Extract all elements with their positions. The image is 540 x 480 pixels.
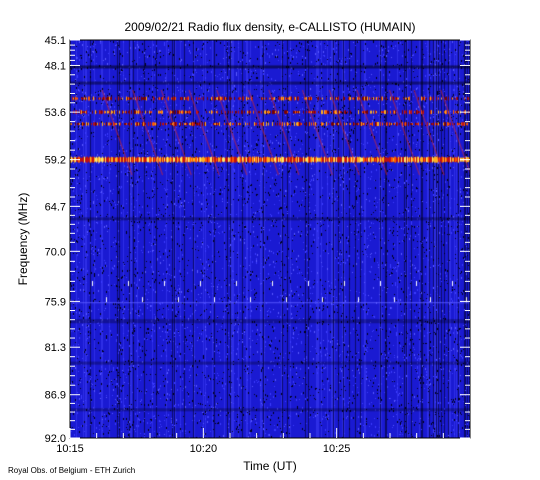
x-tick-label: 10:20 (190, 443, 218, 455)
plot-frame (69, 39, 471, 439)
heatmap-area (70, 40, 470, 438)
y-tick-label: 48.1 (45, 60, 66, 72)
y-tick-label: 70.0 (45, 246, 66, 258)
y-tick-label: 59.2 (45, 155, 66, 167)
y-tick-label: 64.7 (45, 201, 66, 213)
x-axis-label: Time (UT) (243, 459, 297, 473)
y-tick-label: 81.3 (45, 342, 66, 354)
y-tick-label: 86.9 (45, 390, 66, 402)
y-tick-label: 45.1 (45, 35, 66, 47)
credit-text: Royal Obs. of Belgium - ETH Zurich (8, 466, 136, 475)
x-axis-ticks: 10:15 10:20 10:25 (56, 428, 444, 455)
y-tick-label: 75.9 (45, 296, 66, 308)
y-tick-label: 92.0 (45, 433, 66, 445)
y-axis-label: Frequency (MHz) (16, 193, 30, 286)
x-tick-label: 10:15 (56, 443, 84, 455)
x-tick-label: 10:25 (323, 443, 351, 455)
heatmap-image (70, 40, 470, 438)
chart-title: 2009/02/21 Radio flux density, e-CALLIST… (124, 20, 415, 34)
y-axis-ticks: 45.1 48.1 53.6 59.2 64.7 70.0 75.9 81.3 86.9 92.0 (45, 35, 470, 445)
y-tick-label: 53.6 (45, 107, 66, 119)
